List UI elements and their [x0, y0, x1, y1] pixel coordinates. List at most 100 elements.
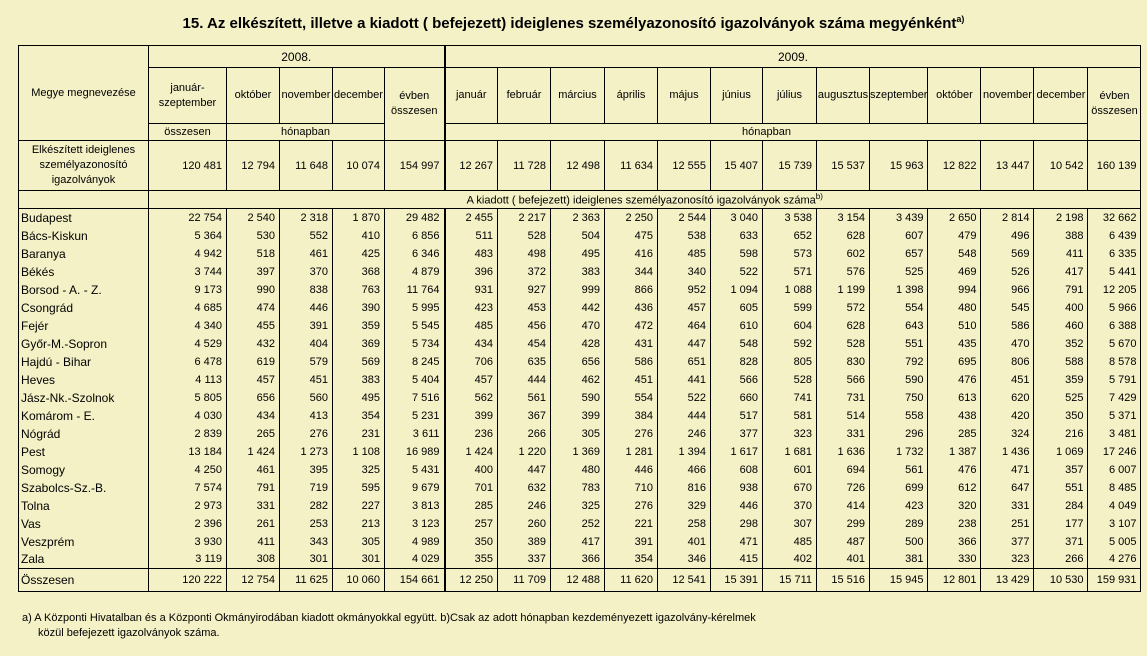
col-header-2009-10: november — [980, 67, 1035, 124]
cell-value: 432 — [226, 334, 280, 353]
county-name: Budapest — [18, 208, 149, 227]
cell-value: 562 — [443, 388, 498, 407]
cell-value: 471 — [980, 460, 1035, 479]
cell-value: 471 — [710, 532, 763, 551]
cell-value: 816 — [657, 478, 711, 497]
cell-value: 9 173 — [148, 280, 227, 299]
cell-value: 495 — [550, 244, 605, 263]
cell-value: 3 439 — [868, 208, 929, 227]
cell-value: 592 — [762, 334, 817, 353]
county-name: Bács-Kiskun — [18, 226, 149, 245]
cell-value: 368 — [332, 262, 385, 281]
section-blank — [18, 190, 149, 209]
cell-value: 2 814 — [980, 208, 1035, 227]
table-row: Somogy 4 250 461 395 325 5 431 400 447 480 446 466… — [18, 460, 1142, 479]
cell-value: 442 — [550, 298, 605, 317]
elkeszitett-value: 15 537 — [816, 140, 870, 191]
cell-value: 350 — [1033, 406, 1089, 425]
cell-value: 656 — [226, 388, 280, 407]
cell-value: 253 — [279, 514, 333, 533]
cell-value: 3 119 — [148, 550, 227, 569]
cell-value: 487 — [816, 532, 870, 551]
cell-value: 554 — [868, 298, 929, 317]
cell-value: 610 — [710, 316, 763, 335]
cell-value: 177 — [1033, 514, 1089, 533]
cell-value: 1 681 — [762, 442, 817, 461]
col-header-2009-8: szeptember — [868, 67, 929, 124]
cell-value: 434 — [443, 334, 498, 353]
cell-value: 357 — [1033, 460, 1089, 479]
cell-value: 598 — [710, 244, 763, 263]
total-value: 11 709 — [497, 568, 551, 592]
cell-value: 377 — [980, 532, 1035, 551]
cell-value: 8 485 — [1087, 478, 1142, 497]
cell-value: 763 — [332, 280, 385, 299]
cell-value: 496 — [980, 226, 1035, 245]
cell-value: 261 — [226, 514, 280, 533]
table-row: Hajdú - Bihar 6 478 619 579 569 8 245 706 635 65… — [18, 352, 1142, 371]
table-row: Szabolcs-Sz.-B. 7 574 791 719 595 9 679 701 632… — [18, 478, 1142, 497]
cell-value: 462 — [550, 370, 605, 389]
cell-value: 276 — [279, 424, 333, 443]
footnote-line-1: a) A Központi Hivatalban és a Központi O… — [22, 612, 756, 624]
cell-value: 5 966 — [1087, 298, 1142, 317]
cell-value: 331 — [226, 496, 280, 515]
cell-value: 576 — [816, 262, 870, 281]
elkeszitett-value: 11 648 — [279, 140, 333, 191]
cell-value: 1 108 — [332, 442, 385, 461]
unit-honapban-2009: hónapban — [443, 123, 1089, 141]
cell-value: 633 — [710, 226, 763, 245]
county-name: Zala — [18, 550, 149, 569]
cell-value: 3 154 — [816, 208, 870, 227]
cell-value: 635 — [497, 352, 551, 371]
year-2008-header: 2008. — [148, 45, 445, 68]
cell-value: 554 — [604, 388, 658, 407]
cell-value: 399 — [443, 406, 498, 425]
cell-value: 417 — [1033, 262, 1089, 281]
cell-value: 1 398 — [868, 280, 929, 299]
cell-value: 931 — [443, 280, 498, 299]
cell-value: 7 429 — [1087, 388, 1142, 407]
cell-value: 284 — [1033, 496, 1089, 515]
cell-value: 643 — [868, 316, 929, 335]
cell-value: 660 — [710, 388, 763, 407]
cell-value: 632 — [497, 478, 551, 497]
cell-value: 381 — [868, 550, 929, 569]
cell-value: 9 679 — [384, 478, 445, 497]
cell-value: 383 — [332, 370, 385, 389]
cell-value: 454 — [497, 334, 551, 353]
cell-value: 1 069 — [1033, 442, 1089, 461]
cell-value: 17 246 — [1087, 442, 1142, 461]
cell-value: 370 — [762, 496, 817, 515]
county-name: Nógrád — [18, 424, 149, 443]
cell-value: 579 — [279, 352, 333, 371]
cell-value: 370 — [279, 262, 333, 281]
cell-value: 619 — [226, 352, 280, 371]
county-name: Heves — [18, 370, 149, 389]
megye-header: Megye megnevezése — [18, 45, 149, 141]
cell-value: 806 — [980, 352, 1035, 371]
col-header-2008-2: november — [279, 67, 333, 124]
elkeszitett-value: 12 267 — [443, 140, 498, 191]
cell-value: 1 424 — [443, 442, 498, 461]
cell-value: 337 — [497, 550, 551, 569]
cell-value: 305 — [332, 532, 385, 551]
cell-value: 510 — [927, 316, 982, 335]
table-row: Budapest 22 754 2 540 2 318 1 870 29 482 2 455… — [18, 208, 1142, 227]
cell-value: 330 — [927, 550, 982, 569]
cell-value: 573 — [762, 244, 817, 263]
col-header-2009-9: október — [927, 67, 982, 124]
cell-value: 476 — [927, 370, 982, 389]
cell-value: 2 217 — [497, 208, 551, 227]
cell-value: 3 538 — [762, 208, 817, 227]
cell-value: 480 — [550, 460, 605, 479]
cell-value: 5 670 — [1087, 334, 1142, 353]
elkeszitett-value: 13 447 — [980, 140, 1035, 191]
cell-value: 434 — [226, 406, 280, 425]
table-row: Borsod - A. - Z. 9 173 990 838 763 11 764 931 9… — [18, 280, 1142, 299]
table-row: Veszprém 3 930 411 343 305 4 989 350 389 417 391 4… — [18, 532, 1142, 551]
cell-value: 6 856 — [384, 226, 445, 245]
footnote: a) A Központi Hivatalban és a Központi O… — [22, 611, 922, 641]
cell-value: 2 455 — [443, 208, 498, 227]
